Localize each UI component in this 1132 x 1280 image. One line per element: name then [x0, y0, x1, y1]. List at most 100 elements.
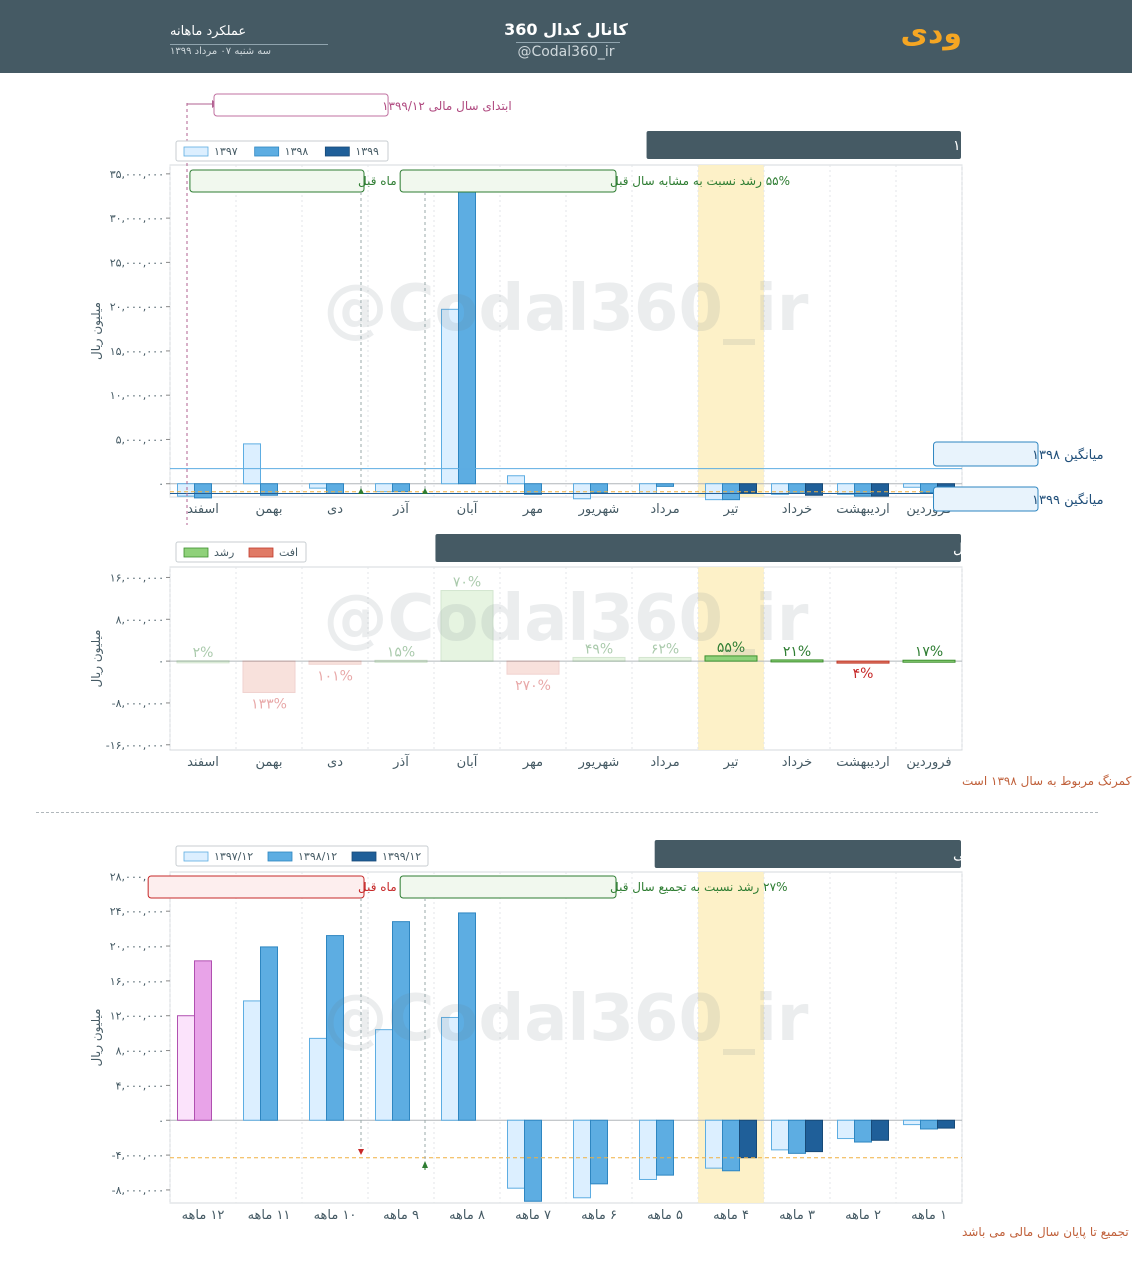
y-tick-label: ۱۰,۰۰۰,۰۰۰	[110, 389, 164, 402]
average-label: میانگین ۱۳۹۸	[1032, 447, 1104, 463]
y-tick-label: ۴,۰۰۰,۰۰۰	[116, 1079, 164, 1092]
growth-bar-3	[704, 655, 758, 662]
legend-chart-3-swatch	[183, 851, 209, 862]
bar-۱۳۹۷-11	[177, 483, 195, 497]
legend-chart-3-label: ۱۳۹۹/۱۲	[382, 850, 421, 863]
cumulative-bar-۱۳۹۷/۱۲-2	[771, 1119, 789, 1151]
x-tick-label: ۴ ماهه	[713, 1208, 749, 1223]
growth-bar-4	[638, 656, 692, 662]
growth-bar-8	[374, 659, 428, 663]
chart-2-title-bg	[435, 534, 961, 562]
cumulative-bar-۱۳۹۹/۱۲-1	[871, 1119, 889, 1141]
highlight-column	[698, 165, 764, 497]
chart-1-title-bg	[646, 131, 961, 159]
y-tick-label: -۱۶,۰۰۰,۰۰۰	[106, 739, 164, 752]
cumulative-bar-۱۳۹۹/۱۲-2	[805, 1119, 823, 1153]
bar-۱۳۹۷-6	[507, 475, 525, 485]
x-tick-label: ۲ ماهه	[845, 1208, 881, 1223]
cumulative-bar-۱۳۹۷/۱۲-5	[573, 1119, 591, 1199]
chart-2-title: میزان رشد یا افت تراز ماهانه نسبت به دور…	[953, 541, 1132, 557]
annotation-cum-yoy-box	[399, 875, 617, 899]
bar-۱۳۹۷-2	[771, 483, 789, 495]
chart-3-title: مقایسه تراز تجمعی از ابتدای سال مالی	[953, 847, 1132, 863]
legend-chart-1-swatch	[254, 146, 280, 157]
growth-label-1: ۴%	[853, 666, 874, 682]
y-tick-label: ۰	[158, 1114, 164, 1127]
company-name: ودی	[900, 16, 962, 51]
x-tick-label: اسفند	[187, 755, 219, 770]
growth-bar-1	[836, 660, 890, 664]
x-tick-label: خرداد	[782, 502, 812, 517]
cumulative-bar-۱۳۹۸/۱۲-8	[392, 921, 410, 1121]
growth-bar-6	[506, 660, 560, 675]
y-tick-label: ۸,۰۰۰,۰۰۰	[116, 613, 164, 626]
cumulative-bar-۱۳۹۸/۱۲-7	[458, 912, 476, 1121]
y-tick-label: -۸,۰۰۰,۰۰۰	[112, 1184, 164, 1197]
x-tick-label: آذر	[392, 500, 410, 517]
x-tick-label: اسفند	[187, 502, 219, 517]
legend-chart-2	[175, 541, 307, 563]
bar-۱۳۹۹-3	[739, 483, 757, 494]
x-tick-label: دی	[327, 755, 343, 770]
bar-۱۳۹۹-2	[805, 483, 823, 496]
cumulative-bar-۱۳۹۸/۱۲-4	[656, 1119, 674, 1176]
x-tick-label: بهمن	[255, 755, 282, 770]
x-tick-label: بهمن	[255, 502, 282, 517]
footnote-chart-3: * ستون های بنفش مربوط به تجمیع تا پایان …	[962, 1225, 1132, 1240]
report-type: عملکرد ماهانه	[170, 24, 247, 39]
annotation-mom-box	[189, 169, 365, 193]
watermark-2: @Codal360_ir	[324, 982, 809, 1056]
growth-bar-11	[176, 660, 230, 664]
y-tick-label: ۲۰,۰۰۰,۰۰۰	[110, 301, 164, 314]
down-arrow-1	[358, 1149, 364, 1155]
y-tick-label: -۸,۰۰۰,۰۰۰	[112, 697, 164, 710]
annotation-cum-mom-box	[147, 875, 365, 899]
fiscal-year-label: ابتدای سال مالی ۱۳۹۹/۱۲	[382, 99, 512, 113]
y-tick-label: ۳۰,۰۰۰,۰۰۰	[110, 212, 164, 225]
channel-title: کانال کدال 360	[504, 20, 628, 39]
chart-1-title: مقایسه عملکرد تراز ماهانه تا تیر ۱۳۹۹	[953, 138, 1132, 154]
x-tick-label: ۶ ماهه	[581, 1208, 617, 1223]
cumulative-bar-۱۳۹۸/۱۲-1	[854, 1119, 872, 1143]
bar-۱۳۹۹-1	[871, 483, 889, 497]
x-tick-label: مرداد	[650, 502, 679, 517]
x-tick-label: آذر	[392, 753, 410, 770]
bar-۱۳۹۷-10	[243, 443, 261, 485]
y-tick-label: -۴,۰۰۰,۰۰۰	[112, 1149, 164, 1162]
cumulative-bar-۱۳۹۸/۱۲-10	[260, 946, 278, 1121]
x-tick-label: ۷ ماهه	[515, 1208, 551, 1223]
bar-۱۳۹۸-1	[854, 483, 872, 497]
y-tick-label: ۲۰,۰۰۰,۰۰۰	[110, 940, 164, 953]
fiscal-year-box	[213, 93, 389, 117]
legend-chart-2-swatch	[248, 547, 274, 558]
y-tick-label: ۲۵,۰۰۰,۰۰۰	[110, 256, 164, 269]
x-tick-label: ۱ ماهه	[911, 1208, 947, 1223]
watermark-0: @Codal360_ir	[324, 272, 809, 346]
channel-handle: @Codal360_ir	[517, 44, 615, 60]
y-axis-label: میلیون ریال	[89, 630, 104, 688]
legend-chart-3-label: ۱۳۹۸/۱۲	[298, 850, 337, 863]
cumulative-bar-۱۳۹۷/۱۲-11	[177, 1015, 195, 1121]
x-tick-label: تیر	[723, 502, 739, 517]
annotation-cum-yoy: ۲۷% رشد نسبت به تجمیع سال قبل	[610, 880, 787, 895]
growth-label-8: ۱۵%	[387, 644, 415, 660]
x-tick-label: فروردین	[906, 755, 951, 770]
growth-bar-0	[902, 659, 956, 663]
growth-label-3: ۵۵%	[717, 640, 745, 656]
header-bar: ودی کانال کدال 360 @Codal360_ir عملکرد م…	[0, 0, 1132, 73]
bar-۱۳۹۷-1	[837, 483, 855, 495]
header-divider	[516, 42, 620, 43]
cumulative-bar-۱۳۹۷/۱۲-10	[243, 1000, 261, 1121]
bar-۱۳۹۸-8	[392, 483, 410, 493]
bar-۱۳۹۸-6	[524, 483, 542, 495]
x-tick-label: ۹ ماهه	[383, 1208, 419, 1223]
growth-label-7: ۷۰%	[453, 575, 481, 591]
footnote-chart-2: * موارد پررنگ مربوط به سال ۱۳۹۹ و موارد …	[962, 774, 1132, 789]
x-tick-label: مهر	[522, 755, 543, 770]
growth-bar-10	[242, 660, 296, 693]
x-tick-label: مهر	[522, 502, 543, 517]
legend-chart-1-swatch	[324, 146, 350, 157]
x-tick-label: ۱۲ ماهه	[182, 1208, 225, 1223]
cumulative-bar-۱۳۹۷/۱۲-1	[837, 1119, 855, 1140]
chart-3-title-bg	[654, 840, 961, 868]
